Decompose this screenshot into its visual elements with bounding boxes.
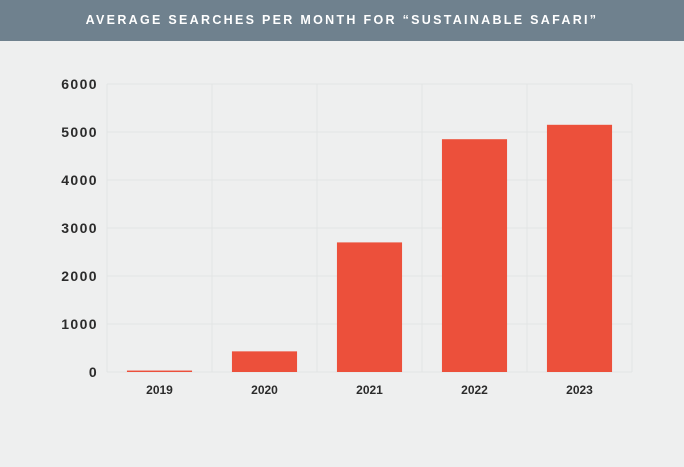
x-tick-label: 2023	[566, 383, 593, 397]
y-tick-label: 1000	[61, 316, 98, 332]
y-tick-label: 3000	[61, 220, 98, 236]
bar-2020	[231, 351, 298, 372]
y-tick-label: 5000	[61, 124, 98, 140]
y-tick-label: 0	[89, 364, 98, 380]
bar-chart: 0 1000 2000 3000 4000 5000 6000 2019 2020 2021 202…	[61, 76, 633, 397]
x-tick-label: 2021	[356, 383, 383, 397]
x-tick-label: 2019	[146, 383, 173, 397]
x-tick-label: 2022	[461, 383, 488, 397]
y-tick-label: 2000	[61, 268, 98, 284]
bar-2019	[126, 370, 193, 372]
x-tick-label: 2020	[251, 383, 278, 397]
y-tick-label: 4000	[61, 172, 98, 188]
bar-2021	[336, 242, 403, 372]
bar-2023	[546, 124, 613, 372]
chart-title: AVERAGE SEARCHES PER MONTH FOR “SUSTAINA…	[0, 0, 684, 41]
bar-2022	[441, 139, 508, 372]
y-tick-label: 6000	[61, 76, 98, 92]
